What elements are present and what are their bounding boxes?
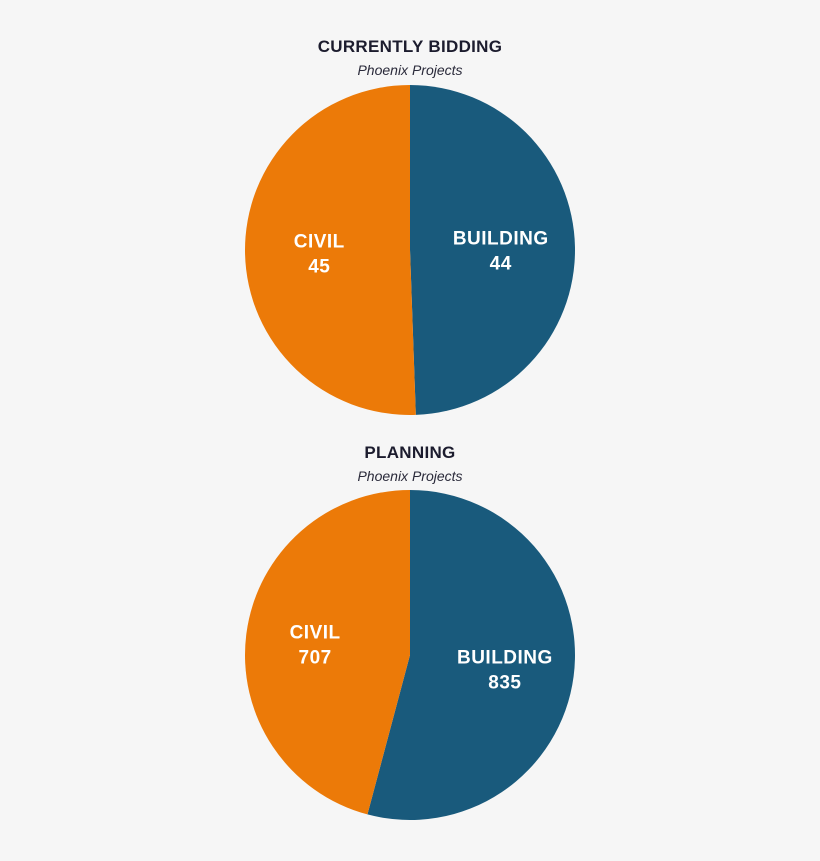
slice-label-value: 707 [299, 648, 332, 669]
pie-svg: BUILDING 835 CIVIL 707 [245, 490, 576, 820]
chart-title: PLANNING [364, 443, 456, 462]
slice-label-value: 44 [490, 253, 512, 274]
slice-label-value: 45 [308, 257, 330, 278]
pie-slice-civil [245, 490, 410, 815]
pie-slice-building [410, 85, 575, 415]
pie-slice-building [367, 490, 576, 820]
slice-label-value: 835 [488, 672, 521, 693]
slice-label-name: BUILDING [453, 228, 549, 249]
chart-subtitle: Phoenix Projects [357, 62, 463, 78]
pie-chart-currently-bidding: CURRENTLY BIDDING Phoenix Projects BUILD… [0, 0, 820, 430]
pie-svg: BUILDING 44 CIVIL 45 [244, 85, 575, 415]
pie-chart-planning: PLANNING Phoenix Projects BUILDING 835 CIV… [0, 430, 820, 861]
chart-subtitle: Phoenix Projects [357, 468, 463, 484]
slice-label-name: BUILDING [457, 647, 553, 668]
pie-slice-civil [244, 85, 416, 415]
slice-label-name: CIVIL [294, 232, 345, 253]
chart-title: CURRENTLY BIDDING [317, 37, 503, 56]
slice-label-name: CIVIL [290, 623, 341, 644]
